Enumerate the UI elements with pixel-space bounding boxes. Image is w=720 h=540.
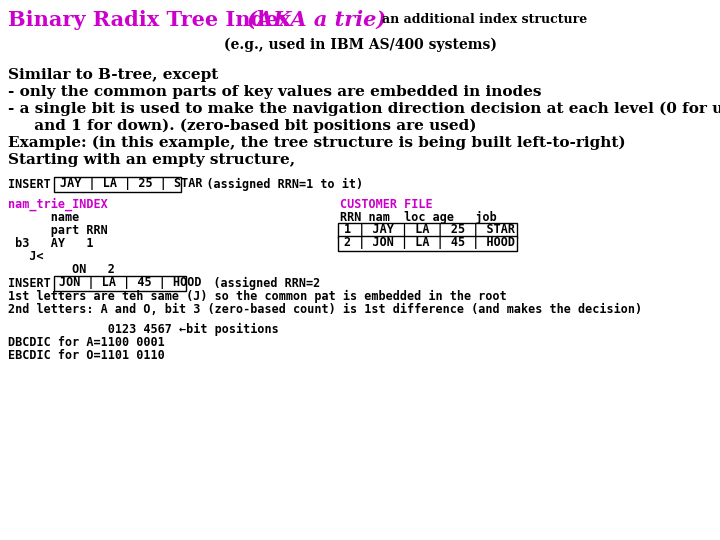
FancyBboxPatch shape (338, 236, 517, 251)
Text: - only the common parts of key values are embedded in inodes: - only the common parts of key values ar… (8, 85, 541, 99)
Text: 0123 4567 ←bit positions: 0123 4567 ←bit positions (8, 323, 279, 336)
Text: JON | LA | 45 | HOOD: JON | LA | 45 | HOOD (59, 276, 202, 289)
Text: Starting with an empty structure,: Starting with an empty structure, (8, 153, 295, 167)
Text: (assigned RRN=2: (assigned RRN=2 (192, 277, 320, 290)
Text: 1 | JAY | LA | 25 | STAR: 1 | JAY | LA | 25 | STAR (343, 223, 515, 237)
Text: and 1 for down). (zero-based bit positions are used): and 1 for down). (zero-based bit positio… (8, 119, 477, 133)
Text: 2 | JON | LA | 45 | HOOD: 2 | JON | LA | 45 | HOOD (343, 237, 515, 249)
Text: INSERT: INSERT (8, 277, 65, 290)
Text: 2nd letters: A and O, bit 3 (zero-based count) is 1st difference (and makes the : 2nd letters: A and O, bit 3 (zero-based … (8, 303, 642, 316)
Text: (AKA a trie): (AKA a trie) (247, 10, 394, 30)
Text: CUSTOMER FILE: CUSTOMER FILE (340, 198, 433, 211)
FancyBboxPatch shape (338, 223, 517, 238)
Text: b3   AY   1: b3 AY 1 (8, 237, 94, 250)
Text: - a single bit is used to make the navigation direction decision at each level (: - a single bit is used to make the navig… (8, 102, 720, 117)
Text: (e.g., used in IBM AS/400 systems): (e.g., used in IBM AS/400 systems) (223, 38, 497, 52)
Text: EBCDIC for O=1101 0110: EBCDIC for O=1101 0110 (8, 349, 165, 362)
Text: Example: (in this example, the tree structure is being built left-to-right): Example: (in this example, the tree stru… (8, 136, 626, 151)
Text: ON   2: ON 2 (8, 263, 115, 276)
Text: (assigned RRN=1 to it): (assigned RRN=1 to it) (185, 178, 363, 191)
Text: INSERT: INSERT (8, 178, 65, 191)
Text: Binary Radix Tree Index: Binary Radix Tree Index (8, 10, 298, 30)
Text: Similar to B-tree, except: Similar to B-tree, except (8, 68, 218, 82)
Text: part RRN: part RRN (8, 224, 108, 237)
Text: 1st letters are teh same (J) so the common pat is embedded in the root: 1st letters are teh same (J) so the comm… (8, 290, 507, 303)
Text: DBCDIC for A=1100 0001: DBCDIC for A=1100 0001 (8, 336, 165, 349)
FancyBboxPatch shape (54, 177, 181, 192)
Text: an additional index structure: an additional index structure (382, 13, 588, 26)
Text: name: name (8, 211, 79, 224)
FancyBboxPatch shape (54, 276, 186, 291)
Text: nam_trie_INDEX: nam_trie_INDEX (8, 198, 108, 211)
Text: JAY | LA | 25 | STAR: JAY | LA | 25 | STAR (60, 177, 202, 190)
Text: RRN nam  loc age   job: RRN nam loc age job (340, 211, 497, 224)
Text: J<: J< (8, 250, 44, 263)
